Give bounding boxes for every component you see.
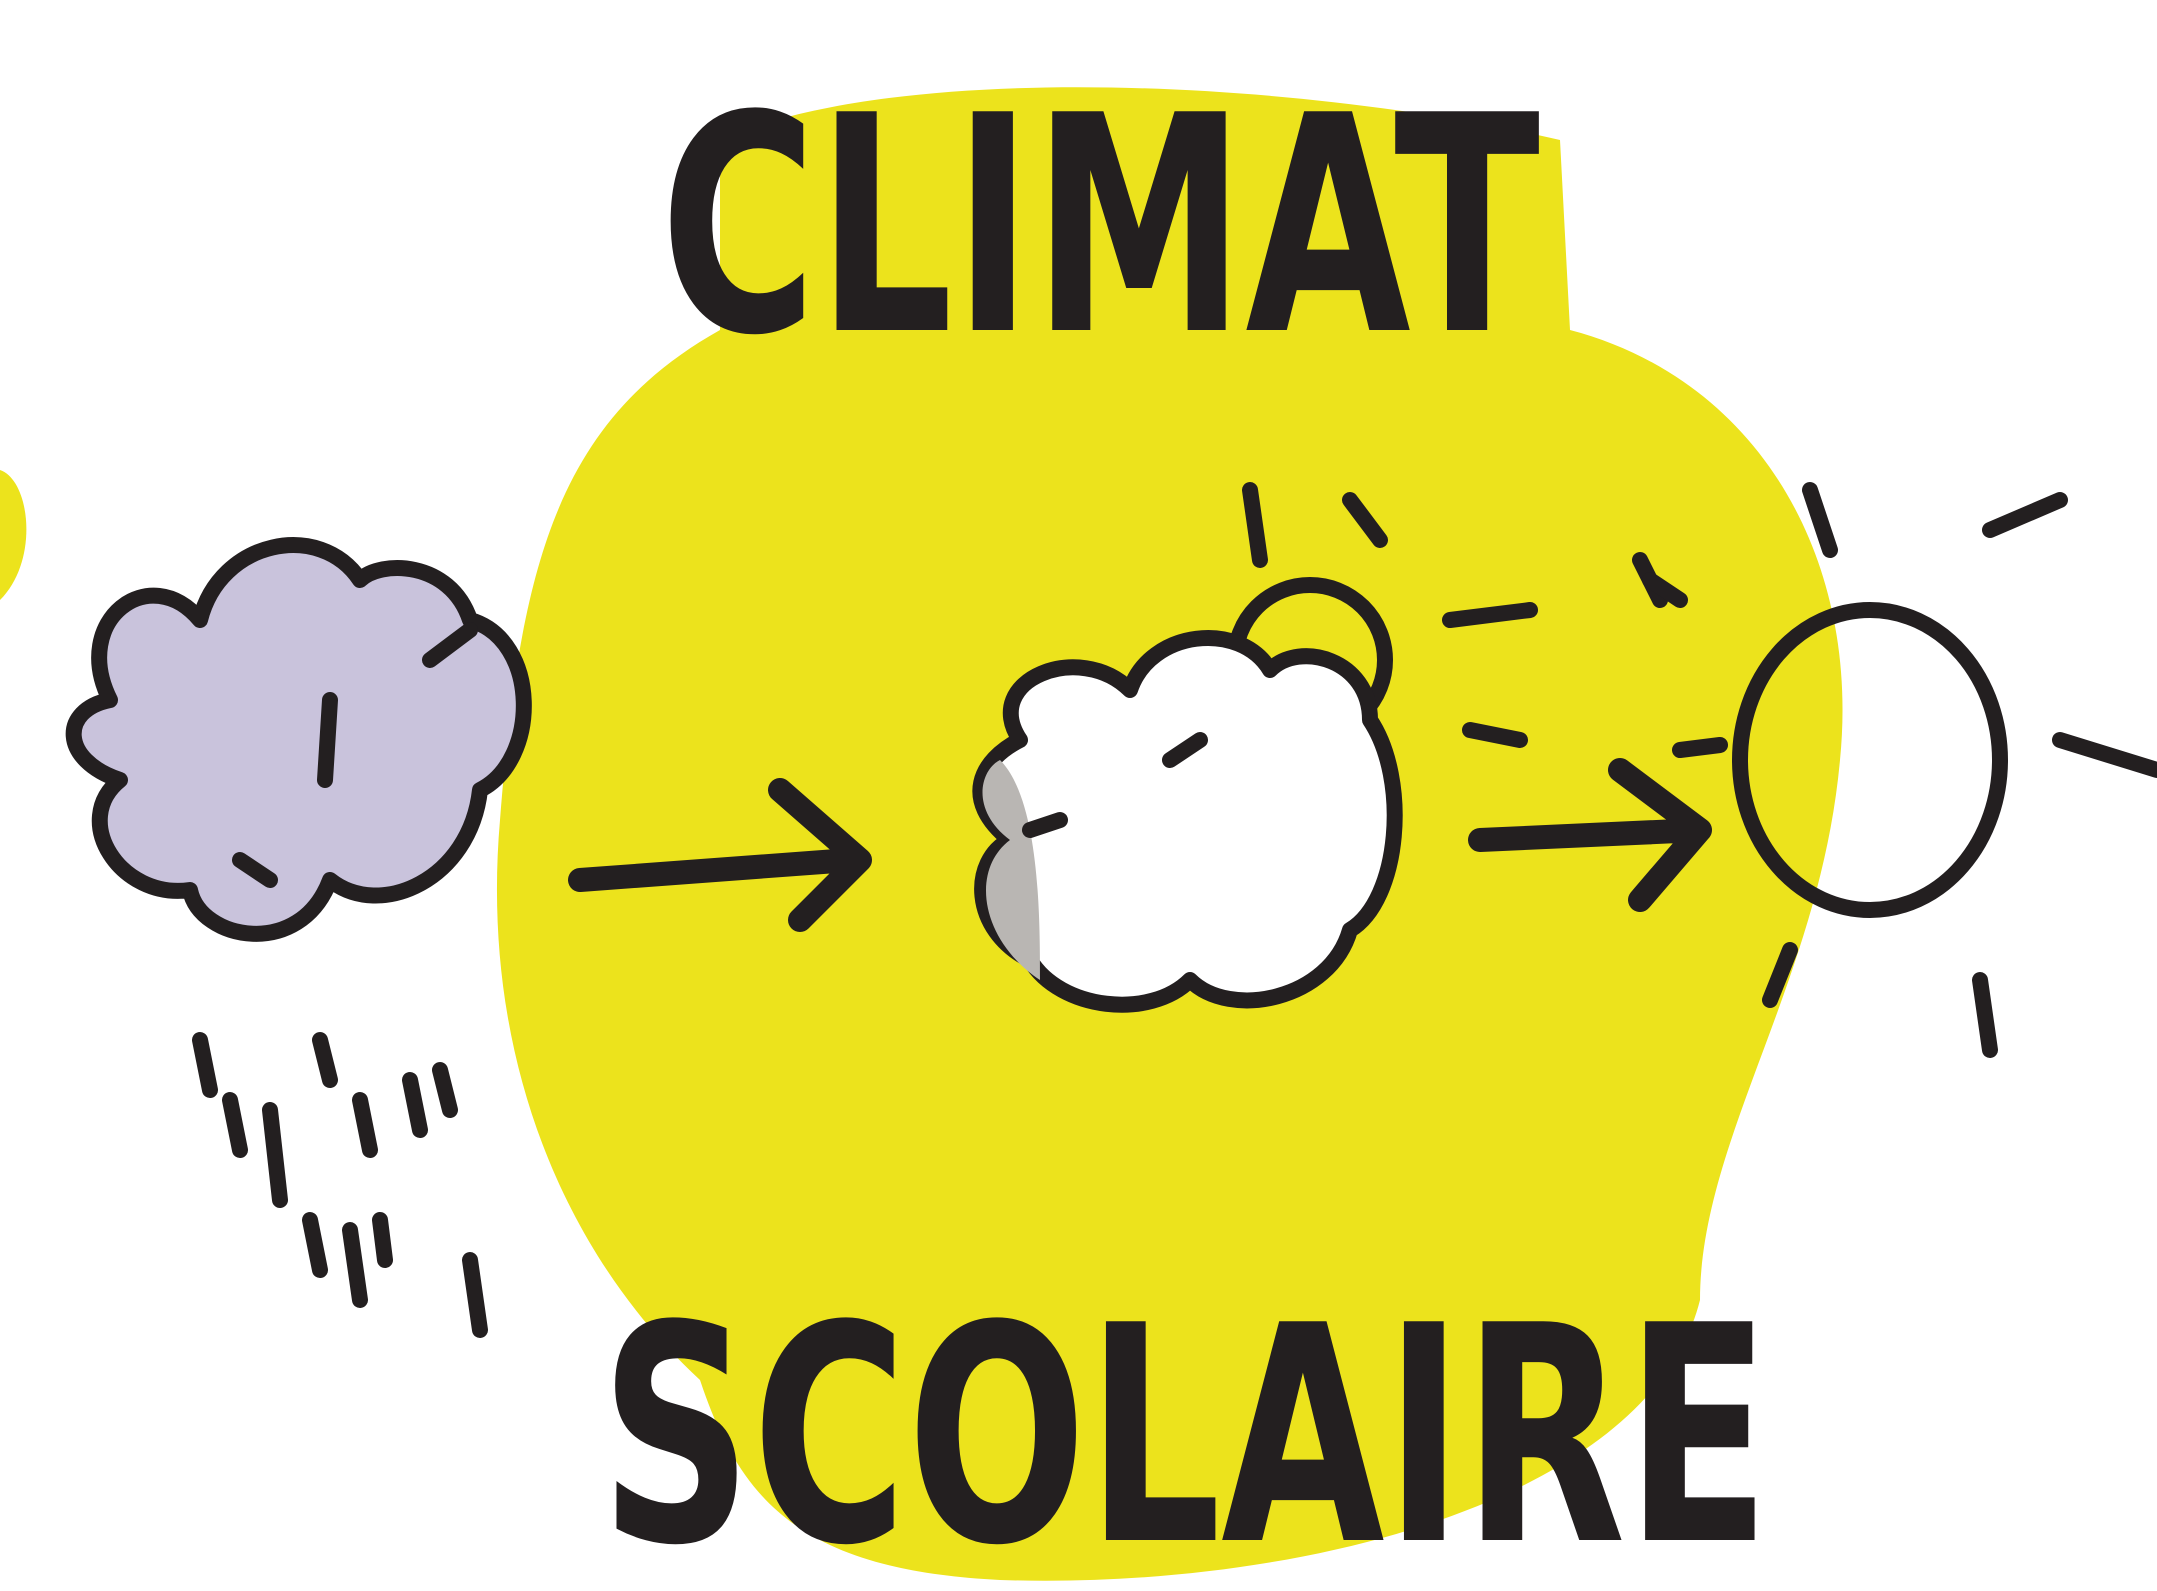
title: CLIMAT bbox=[660, 52, 1541, 401]
page: {"title": "CLIMAT", "subtitle": "SCOLAIR… bbox=[0, 0, 2157, 1591]
subtitle: SCOLAIRE bbox=[600, 1262, 1770, 1591]
rain-cloud bbox=[74, 545, 524, 1330]
yellow-blob-edge bbox=[0, 470, 26, 600]
illustration: CLIMAT SCOLAIRE bbox=[0, 0, 2157, 1591]
